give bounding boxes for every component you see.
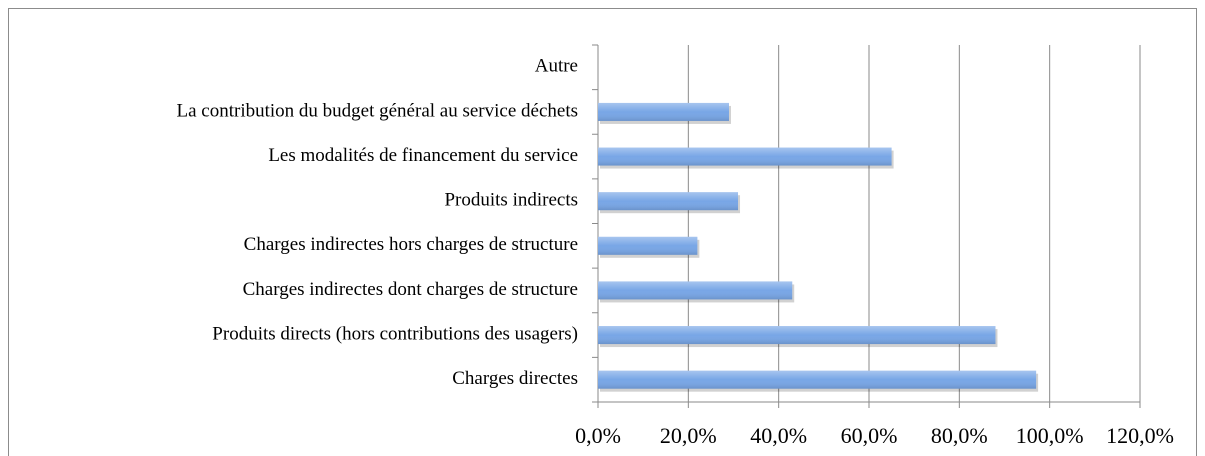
bar-shine xyxy=(598,102,729,121)
bar-shine xyxy=(598,147,892,166)
y-tick-label: Les modalités de financement du service xyxy=(268,145,578,166)
y-tick-label: Charges directes xyxy=(452,368,578,389)
x-tick-label: 80,0% xyxy=(931,423,988,448)
bar-shine xyxy=(598,326,996,345)
y-tick-label: La contribution du budget général au ser… xyxy=(177,100,579,121)
chart-border xyxy=(8,8,1197,456)
x-tick-label: 60,0% xyxy=(841,423,898,448)
bar-shine xyxy=(598,370,1037,389)
y-tick-label: Produits indirects xyxy=(444,190,578,211)
bar-shine xyxy=(598,192,739,211)
y-tick-label: Charges indirectes dont charges de struc… xyxy=(243,279,578,300)
y-tick-label: Produits directs (hors contributions des… xyxy=(212,323,578,344)
bar-shine xyxy=(598,281,793,300)
y-tick-label: Charges indirectes hors charges de struc… xyxy=(244,234,578,255)
y-tick-label: Autre xyxy=(535,56,578,77)
x-tick-label: 120,0% xyxy=(1106,423,1174,448)
x-tick-label: 20,0% xyxy=(660,423,717,448)
x-tick-label: 0,0% xyxy=(575,423,621,448)
x-tick-label: 40,0% xyxy=(750,423,807,448)
x-tick-label: 100,0% xyxy=(1016,423,1084,448)
bar-shine xyxy=(598,236,698,255)
